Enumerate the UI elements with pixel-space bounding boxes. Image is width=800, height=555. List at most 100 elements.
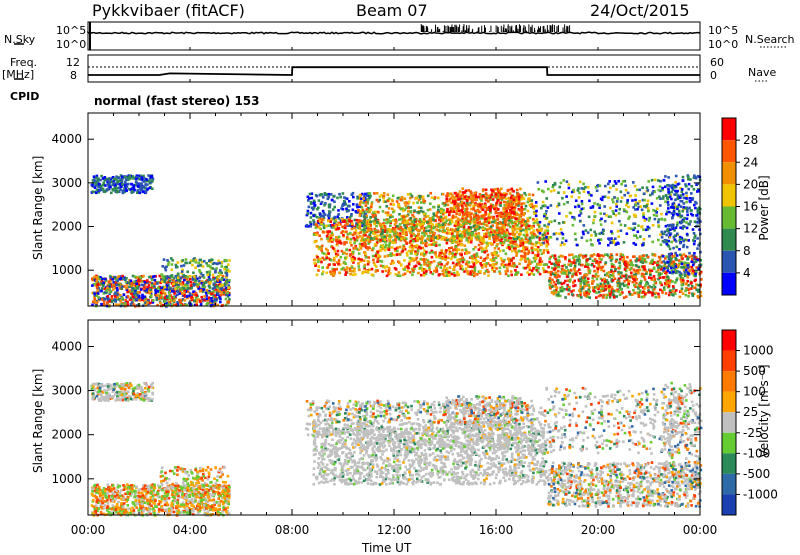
heatmap-cell xyxy=(345,197,348,200)
heatmap-cell xyxy=(436,228,439,231)
heatmap-cell xyxy=(675,289,678,292)
noise-panel-frame xyxy=(88,22,700,50)
heatmap-cell xyxy=(329,230,332,233)
heatmap-cell xyxy=(493,208,496,211)
heatmap-cell xyxy=(635,264,638,267)
heatmap-cell xyxy=(164,267,167,270)
heatmap-cell xyxy=(486,224,489,227)
heatmap-cell xyxy=(510,274,513,277)
heatmap-cell xyxy=(382,197,385,200)
heatmap-cell xyxy=(370,206,373,209)
heatmap-cell xyxy=(428,226,431,229)
heatmap-cell xyxy=(123,293,126,296)
heatmap-cell xyxy=(685,283,688,286)
heatmap-cell xyxy=(572,273,575,276)
heatmap-cell xyxy=(463,230,466,233)
heatmap-cell xyxy=(170,257,173,260)
heatmap-cell xyxy=(476,218,479,221)
heatmap-cell xyxy=(344,273,347,276)
heatmap-cell xyxy=(457,218,460,221)
heatmap-cell xyxy=(538,225,541,228)
heatmap-cell xyxy=(400,237,403,240)
heatmap-cell xyxy=(495,188,498,191)
heatmap-cell xyxy=(336,216,339,219)
heatmap-cell xyxy=(482,228,485,231)
heatmap-cell xyxy=(488,222,491,225)
heatmap-cell xyxy=(485,233,488,236)
heatmap-cell xyxy=(384,255,387,258)
heatmap-cell xyxy=(651,286,654,289)
heatmap-cell xyxy=(417,233,420,236)
heatmap-cell xyxy=(319,258,322,261)
heatmap-cell xyxy=(510,270,513,273)
heatmap-cell xyxy=(112,182,115,185)
heatmap-cell xyxy=(534,254,537,257)
heatmap-cell xyxy=(350,244,353,247)
heatmap-cell xyxy=(441,257,444,260)
heatmap-cell xyxy=(208,286,211,289)
heatmap-cell xyxy=(335,236,338,239)
heatmap-cell xyxy=(516,189,519,192)
heatmap-cell xyxy=(426,264,429,267)
heatmap-cell xyxy=(361,229,364,232)
heatmap-cell xyxy=(327,266,330,269)
heatmap-cell xyxy=(519,188,522,191)
heatmap-cell xyxy=(338,272,341,275)
heatmap-cell xyxy=(227,263,230,266)
heatmap-cell xyxy=(530,247,533,250)
heatmap-cell xyxy=(221,265,224,268)
heatmap-cell xyxy=(154,279,157,282)
heatmap-cell xyxy=(119,183,122,186)
heatmap-cell xyxy=(528,242,531,245)
heatmap-cell xyxy=(528,193,531,196)
heatmap-cell xyxy=(464,244,467,247)
heatmap-cell xyxy=(444,258,447,261)
heatmap-cell xyxy=(154,289,157,292)
heatmap-cell xyxy=(178,299,181,302)
heatmap-cell xyxy=(96,286,99,289)
heatmap-cell xyxy=(347,233,350,236)
heatmap-cell xyxy=(423,274,426,277)
heatmap-cell xyxy=(610,259,613,262)
heatmap-cell xyxy=(207,292,210,295)
heatmap-cell xyxy=(477,235,480,238)
heatmap-cell xyxy=(149,281,152,284)
heatmap-cell xyxy=(490,242,493,245)
heatmap-cell xyxy=(403,224,406,227)
heatmap-cell xyxy=(318,234,321,237)
heatmap-cell xyxy=(547,251,550,254)
heatmap-cell xyxy=(210,293,213,296)
heatmap-cell xyxy=(524,252,527,255)
heatmap-cell xyxy=(511,211,514,214)
heatmap-cell xyxy=(142,297,145,300)
heatmap-cell xyxy=(176,301,179,304)
heatmap-cell xyxy=(433,206,436,209)
heatmap-cell xyxy=(95,301,98,304)
heatmap-cell xyxy=(220,279,223,282)
heatmap-cell xyxy=(452,262,455,265)
heatmap-cell xyxy=(523,212,526,215)
heatmap-cell xyxy=(211,300,214,303)
heatmap-cell xyxy=(336,228,339,231)
heatmap-cell xyxy=(330,193,333,196)
heatmap-cell xyxy=(379,206,382,209)
heatmap-cell xyxy=(337,213,340,216)
heatmap-cell xyxy=(502,207,505,210)
heatmap-cell xyxy=(444,255,447,258)
heatmap-cell xyxy=(463,213,466,216)
heatmap-cell xyxy=(465,204,468,207)
heatmap-cell xyxy=(412,240,415,243)
heatmap-cell xyxy=(531,261,534,264)
heatmap-cell xyxy=(115,178,118,181)
heatmap-cell xyxy=(406,254,409,257)
heatmap-cell xyxy=(468,215,471,218)
heatmap-cell xyxy=(332,247,335,250)
heatmap-cell xyxy=(507,190,510,193)
heatmap-cell xyxy=(428,230,431,233)
heatmap-cell xyxy=(572,256,575,259)
heatmap-cell xyxy=(129,177,132,180)
heatmap-cell xyxy=(413,227,416,230)
heatmap-cell xyxy=(533,233,536,236)
heatmap-cell xyxy=(193,299,196,302)
heatmap-cell xyxy=(386,234,389,237)
